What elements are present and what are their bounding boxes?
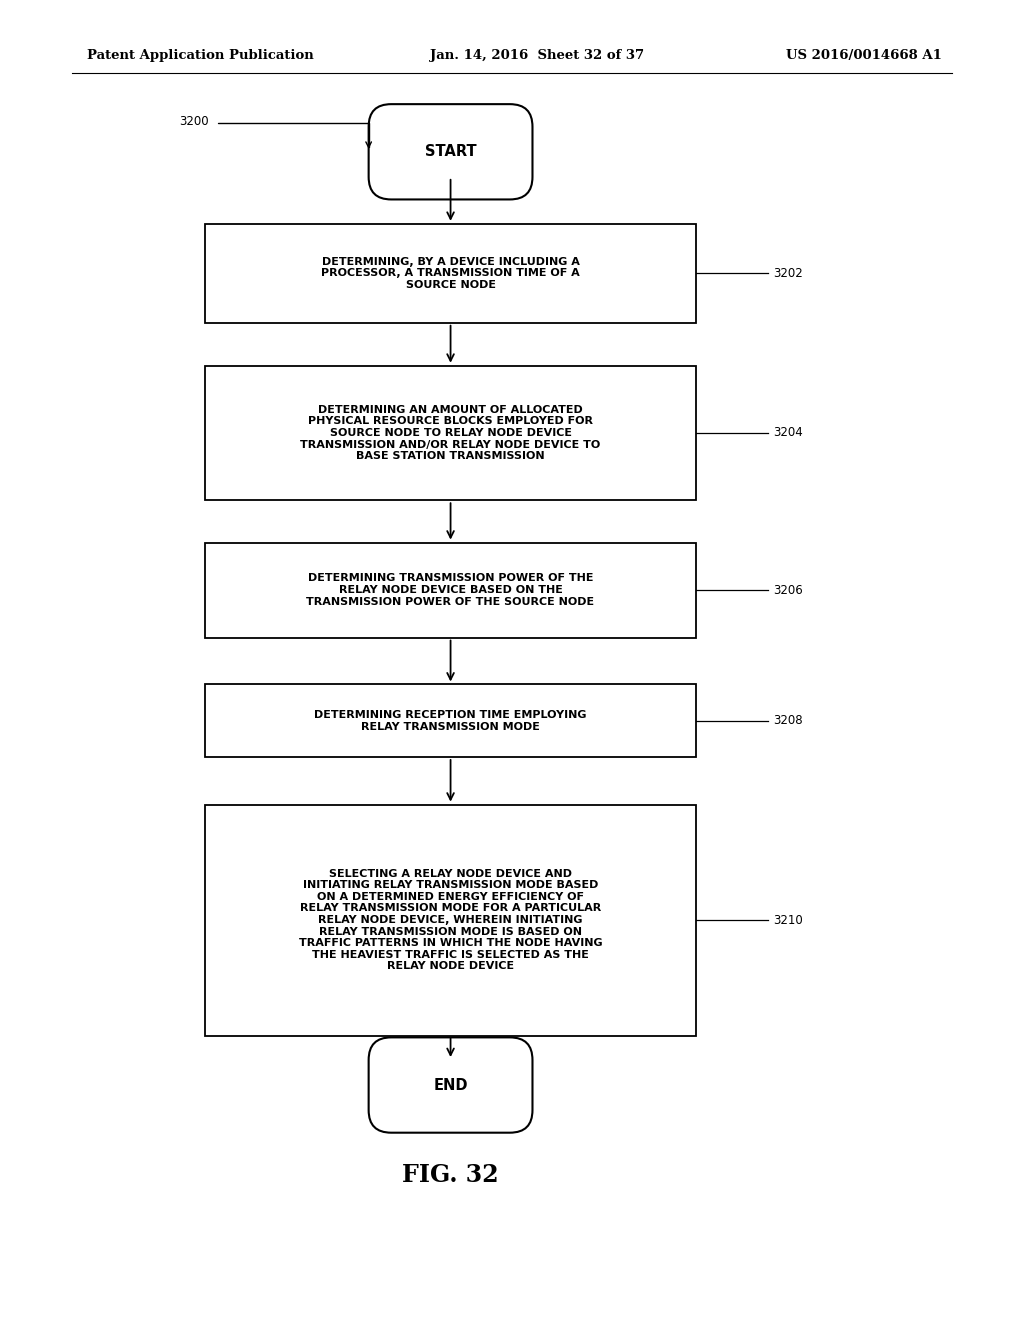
Text: FIG. 32: FIG. 32 xyxy=(402,1163,499,1187)
Text: DETERMINING RECEPTION TIME EMPLOYING
RELAY TRANSMISSION MODE: DETERMINING RECEPTION TIME EMPLOYING REL… xyxy=(314,710,587,731)
Text: Jan. 14, 2016  Sheet 32 of 37: Jan. 14, 2016 Sheet 32 of 37 xyxy=(430,49,644,62)
Text: 3208: 3208 xyxy=(773,714,803,727)
Bar xyxy=(205,223,696,323)
Text: Patent Application Publication: Patent Application Publication xyxy=(87,49,313,62)
Text: 3206: 3206 xyxy=(773,583,803,597)
Text: 3204: 3204 xyxy=(773,426,803,440)
Text: DETERMINING, BY A DEVICE INCLUDING A
PROCESSOR, A TRANSMISSION TIME OF A
SOURCE : DETERMINING, BY A DEVICE INCLUDING A PRO… xyxy=(322,256,580,290)
Bar xyxy=(205,805,696,1035)
Bar xyxy=(205,685,696,758)
Text: DETERMINING TRANSMISSION POWER OF THE
RELAY NODE DEVICE BASED ON THE
TRANSMISSIO: DETERMINING TRANSMISSION POWER OF THE RE… xyxy=(306,573,595,607)
Text: US 2016/0014668 A1: US 2016/0014668 A1 xyxy=(786,49,942,62)
Bar xyxy=(205,543,696,638)
Text: SELECTING A RELAY NODE DEVICE AND
INITIATING RELAY TRANSMISSION MODE BASED
ON A : SELECTING A RELAY NODE DEVICE AND INITIA… xyxy=(299,869,602,972)
Text: 3202: 3202 xyxy=(773,267,803,280)
Text: DETERMINING AN AMOUNT OF ALLOCATED
PHYSICAL RESOURCE BLOCKS EMPLOYED FOR
SOURCE : DETERMINING AN AMOUNT OF ALLOCATED PHYSI… xyxy=(300,405,601,461)
Bar xyxy=(205,366,696,500)
Text: 3200: 3200 xyxy=(179,115,209,128)
FancyBboxPatch shape xyxy=(369,1038,532,1133)
Text: START: START xyxy=(425,144,476,160)
Text: 3210: 3210 xyxy=(773,913,803,927)
FancyBboxPatch shape xyxy=(369,104,532,199)
Text: END: END xyxy=(433,1077,468,1093)
